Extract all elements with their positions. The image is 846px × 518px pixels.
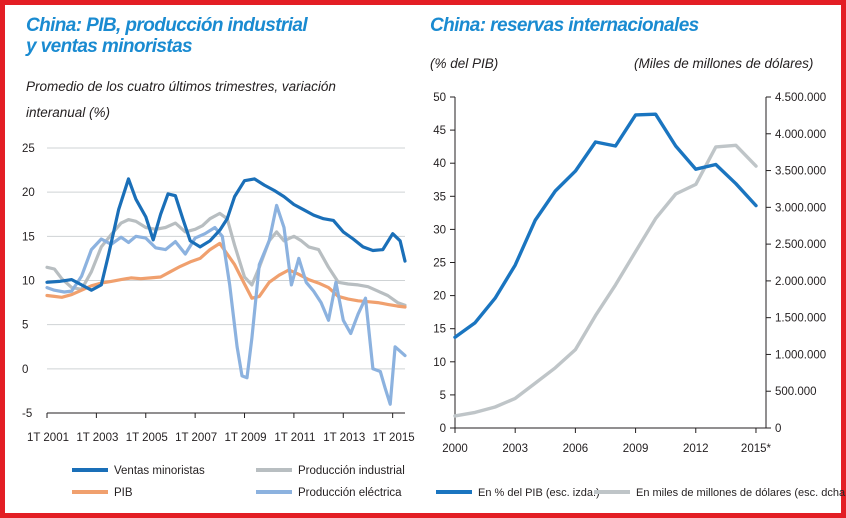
left-x-tick-label: 1T 2011: [274, 432, 315, 444]
right-legend-label: En miles de millones de dólares (esc. dc…: [636, 487, 846, 499]
right-legend-label: En % del PIB (esc. izda.): [478, 487, 600, 499]
left-legend-label: Ventas minoristas: [114, 465, 205, 477]
right-left-tick-label: 40: [433, 158, 446, 170]
right-series-usd: [453, 143, 758, 418]
right-left-tick-label: 5: [440, 390, 446, 402]
left-series-pib: [45, 241, 407, 309]
left-chart-subtitle-line1: Promedio de los cuatro últimos trimestre…: [26, 79, 336, 94]
left-x-tick-label: 1T 2001: [27, 432, 69, 444]
left-series-ventas-minoristas: [45, 177, 407, 292]
right-right-tick-label: 1.000.000: [775, 349, 826, 361]
left-x-tick-label: 1T 2009: [225, 432, 267, 444]
left-x-tick-label: 1T 2005: [126, 432, 168, 444]
right-right-tick-label: 2.000.000: [775, 276, 826, 288]
left-y-tick-label: -5: [22, 408, 32, 420]
left-y-tick-label: 25: [22, 143, 35, 155]
right-left-tick-label: 0: [440, 423, 446, 435]
right-x-tick-label: 2012: [683, 443, 709, 455]
right-chart-title: China: reservas internacionales: [430, 15, 699, 36]
left-y-tick-label: 15: [22, 231, 35, 243]
right-left-tick-label: 20: [433, 291, 446, 303]
right-x-tick-label: 2009: [623, 443, 649, 455]
left-x-tick-label: 1T 2013: [323, 432, 365, 444]
right-right-tick-label: 3.000.000: [775, 202, 826, 214]
left-legend-label: Producción eléctrica: [298, 487, 402, 499]
right-left-tick-label: 35: [433, 191, 446, 203]
left-y-tick-label: 5: [22, 320, 28, 332]
right-right-tick-label: 4.000.000: [775, 129, 826, 141]
left-chart-title-line2: y ventas minoristas: [26, 36, 193, 57]
left-series-produccion-electrica: [45, 203, 407, 406]
right-left-tick-label: 50: [433, 92, 446, 104]
right-left-tick-label: 30: [433, 224, 446, 236]
left-y-tick-label: 0: [22, 364, 28, 376]
right-series-pib: [453, 112, 758, 339]
right-right-tick-label: 2.500.000: [775, 239, 826, 251]
right-right-tick-label: 0: [775, 423, 781, 435]
left-legend-label: Producción industrial: [298, 465, 405, 477]
right-right-tick-label: 4.500.000: [775, 92, 826, 104]
right-left-tick-label: 45: [433, 125, 446, 137]
left-y-tick-label: 10: [22, 276, 35, 288]
right-x-tick-label: 2000: [442, 443, 468, 455]
left-x-tick-label: 1T 2007: [175, 432, 217, 444]
left-x-tick-label: 1T 2015: [373, 432, 415, 444]
right-right-tick-label: 1.500.000: [775, 313, 826, 325]
left-chart-title-line1: China: PIB, producción industrial: [26, 15, 308, 36]
left-legend-label: PIB: [114, 487, 133, 499]
right-left-tick-label: 10: [433, 357, 446, 369]
right-right-tick-label: 3.500.000: [775, 166, 826, 178]
right-left-tick-label: 15: [433, 324, 446, 336]
right-right-tick-label: 500.000: [775, 386, 817, 398]
right-left-tick-label: 25: [433, 258, 446, 270]
right-x-tick-label: 2015*: [741, 443, 772, 455]
right-x-tick-label: 2006: [563, 443, 589, 455]
left-y-tick-label: 20: [22, 187, 35, 199]
left-chart-subtitle-line2: interanual (%): [26, 105, 111, 120]
right-axis-left-unit: (% del PIB): [430, 56, 499, 71]
right-x-tick-label: 2003: [502, 443, 528, 455]
left-x-tick-label: 1T 2003: [76, 432, 118, 444]
right-axis-right-unit: (Miles de millones de dólares): [634, 56, 814, 71]
